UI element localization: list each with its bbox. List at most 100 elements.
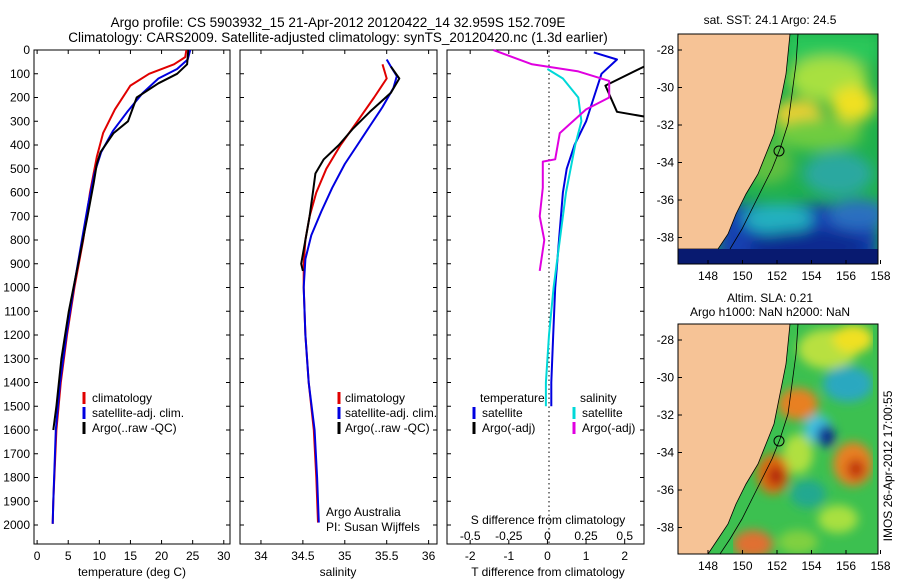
- difference-panel: -2 -1 0 1 2 -0.5 -0.25 0 0.25 0.5 S difference f…: [446, 49, 645, 579]
- legend-temperature-heading: temperature: [480, 391, 545, 405]
- x-tick-label: 25: [186, 549, 200, 563]
- sst-field: [718, 34, 878, 264]
- depth-tick-label: 1100: [4, 304, 30, 318]
- temperature-xlabel: temperature (deg C): [78, 565, 186, 579]
- difference-legend: temperature salinity satellite Argo(-adj…: [472, 391, 635, 435]
- lon-tick-label: 148: [698, 269, 718, 283]
- salinity-axis-ticks: 34 34.5 35 35.5 36: [254, 50, 436, 563]
- imos-timestamp: IMOS 26-Apr-2012 17:00:55: [881, 390, 895, 541]
- x-tick-label: -1: [503, 549, 514, 563]
- depth-tick-label: 1300: [3, 352, 30, 366]
- legend-climatology-label: climatology: [92, 391, 152, 405]
- depth-tick-label: 100: [10, 67, 30, 81]
- lon-tick-label: 152: [767, 559, 787, 573]
- sla-field: [733, 325, 873, 554]
- lat-tick-label: -34: [657, 156, 675, 170]
- depth-tick-label: 500: [10, 162, 30, 176]
- legend-argo-label: Argo(..raw -QC): [345, 421, 430, 435]
- x-tick-label: 34.5: [291, 549, 315, 563]
- series-line: [544, 68, 583, 407]
- depth-tick-label: 600: [10, 186, 30, 200]
- depth-tick-label: 1400: [3, 376, 30, 390]
- temperature-legend: climatology satellite-adj. clim. Argo(..…: [82, 391, 184, 435]
- lon-tick-label: 150: [732, 559, 752, 573]
- lat-tick-label: -36: [657, 483, 675, 497]
- series-line: [493, 49, 611, 272]
- salinity-depth-ticks: [240, 49, 437, 526]
- legend-salinity-heading: salinity: [580, 391, 617, 405]
- legend-satellite-label: satellite-adj. clim.: [345, 406, 437, 420]
- t-difference-axis-ticks: -2 -1 0 1 2: [465, 50, 628, 563]
- t-difference-label: T difference from climatology: [471, 565, 625, 579]
- depth-tick-label: 200: [10, 91, 30, 105]
- lon-tick-label: 154: [801, 559, 821, 573]
- lon-tick-label: 148: [698, 559, 718, 573]
- depth-tick-label: 300: [10, 114, 30, 128]
- temperature-axes-frame: [33, 49, 231, 545]
- sst-map-frame: [677, 33, 879, 265]
- s-diff-tick-label: -0.5: [460, 529, 481, 543]
- sst-lon-ticks: 148 150 152 154 156 158: [698, 260, 891, 283]
- salinity-series: [300, 58, 401, 523]
- lat-tick-label: -28: [657, 43, 675, 57]
- temperature-series: [51, 49, 192, 524]
- lat-tick-label: -30: [657, 371, 675, 385]
- legend-climatology-label: climatology: [345, 391, 405, 405]
- x-tick-label: -2: [465, 549, 476, 563]
- lon-tick-label: 158: [870, 269, 890, 283]
- series-line: [604, 65, 645, 118]
- lon-tick-label: 152: [767, 269, 787, 283]
- lat-tick-label: -34: [657, 446, 675, 460]
- temperature-axis-ticks: 0 5 10 15 20 25 30: [34, 50, 231, 563]
- series-line: [550, 51, 618, 407]
- depth-tick-label: 900: [10, 257, 30, 271]
- salinity-legend: climatology satellite-adj. clim. Argo(..…: [337, 391, 437, 435]
- x-tick-label: 35.5: [375, 549, 399, 563]
- sst-lat-ticks: -28 -30 -32 -34 -36 -38: [657, 43, 682, 245]
- depth-tick-label: 2000: [3, 518, 30, 532]
- s-diff-tick-label: 0.25: [574, 529, 598, 543]
- lon-tick-label: 156: [836, 269, 856, 283]
- depth-tick-label: 1500: [3, 399, 30, 413]
- sla-map-panel: Altim. SLA: 0.21 Argo h1000: NaN h2000: …: [657, 291, 891, 573]
- sla-lon-ticks: 148 150 152 154 156 158: [698, 550, 891, 573]
- lat-tick-label: -30: [657, 81, 675, 95]
- argo-australia-annotation: Argo Australia: [326, 505, 401, 519]
- x-tick-label: 2: [621, 549, 628, 563]
- temperature-panel: 0100200300400500600700800900100011001200…: [3, 43, 230, 579]
- legend-temp-argo-label: Argo(-adj): [482, 421, 535, 435]
- legend-sal-satellite-label: satellite: [582, 406, 623, 420]
- legend-sal-argo-label: Argo(-adj): [582, 421, 635, 435]
- sst-map-title: sat. SST: 24.1 Argo: 24.5: [704, 13, 837, 27]
- lat-tick-label: -38: [657, 231, 675, 245]
- salinity-xlabel: salinity: [320, 565, 357, 579]
- legend-satellite-label: satellite-adj. clim.: [92, 406, 184, 420]
- legend-argo-label: Argo(..raw -QC): [92, 421, 177, 435]
- x-tick-label: 20: [155, 549, 169, 563]
- x-tick-label: 34: [254, 549, 268, 563]
- pi-annotation: PI: Susan Wijffels: [326, 520, 420, 534]
- sla-map-frame: [677, 323, 879, 555]
- x-tick-label: 30: [217, 549, 231, 563]
- x-tick-label: 1: [583, 549, 590, 563]
- s-difference-axis-ticks: -0.5 -0.25 0 0.25 0.5: [460, 529, 634, 543]
- salinity-panel: 34 34.5 35 35.5 36 salinity climatology sate…: [239, 49, 438, 579]
- lon-tick-label: 156: [836, 559, 856, 573]
- depth-tick-label: 700: [10, 209, 30, 223]
- x-tick-label: 0: [34, 549, 41, 563]
- s-diff-tick-label: 0: [544, 529, 551, 543]
- x-tick-label: 5: [65, 549, 72, 563]
- depth-tick-label: 1000: [3, 281, 30, 295]
- depth-axis-ticks: 0 100 200 300 400 500 600 700 800 900 1000 1100 1200…: [3, 43, 230, 532]
- depth-tick-label: 1800: [3, 471, 30, 485]
- sst-dark-south-strip: [678, 249, 878, 264]
- difference-depth-ticks: [447, 49, 644, 526]
- legend-temp-satellite-label: satellite: [482, 406, 523, 420]
- depth-tick-label: 0: [23, 43, 30, 57]
- sla-land: [678, 324, 791, 554]
- lat-tick-label: -28: [657, 333, 675, 347]
- x-tick-label: 36: [422, 549, 436, 563]
- depth-tick-label: 400: [10, 138, 30, 152]
- series-line: [300, 66, 401, 272]
